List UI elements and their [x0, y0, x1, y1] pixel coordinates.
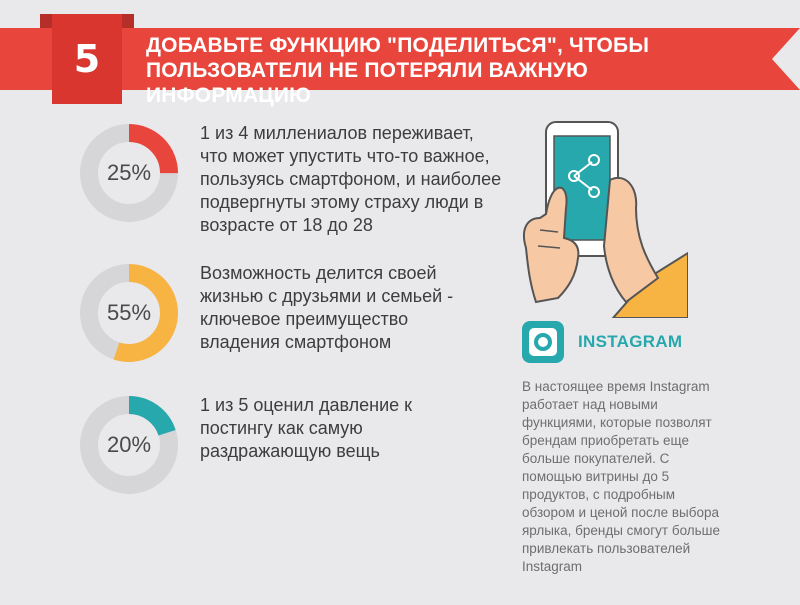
stat-text: 1 из 4 миллениалов переживает, что может… — [200, 123, 502, 235]
stat-text: 1 из 5 оценил давление к постингу как са… — [200, 395, 413, 461]
instagram-title: INSTAGRAM — [578, 332, 683, 351]
share-icon — [568, 154, 600, 198]
header-banner: 5 Добавьте функцию "поделиться", чтобы п… — [0, 14, 800, 107]
donut-percent: 25% — [106, 160, 152, 185]
donut-arc — [80, 124, 178, 222]
instagram-description: В настоящее время Instagram работает над… — [522, 379, 721, 574]
donut-chart: 20% — [78, 394, 180, 496]
banner-title: Добавьте функцию "поделиться", чтобы пол… — [146, 34, 650, 107]
donut-chart: 55% — [78, 262, 180, 364]
instagram-section: INSTAGRAM В настоящее время Instagram ра… — [522, 320, 792, 576]
banner-ribbon — [0, 14, 800, 104]
stat-text: Возможность делится своей жизнью с друзь… — [200, 263, 454, 352]
donut-arc — [80, 396, 178, 494]
instagram-header: INSTAGRAM — [522, 320, 792, 364]
stat-item: 25% 1 из 4 миллениалов переживает, что м… — [78, 122, 518, 235]
stat-item: 20% 1 из 5 оценил давление к постингу ка… — [78, 394, 518, 504]
donut-percent: 20% — [106, 432, 152, 457]
section-number: 5 — [73, 37, 101, 81]
donut-percent: 55% — [106, 300, 152, 325]
donut-chart: 25% — [78, 122, 180, 224]
hand-holding-phone-share-icon — [518, 118, 689, 319]
donut-arc — [80, 264, 178, 362]
instagram-logo-icon — [522, 321, 564, 363]
stat-item: 55% Возможность делится своей жизнью с д… — [78, 262, 518, 372]
